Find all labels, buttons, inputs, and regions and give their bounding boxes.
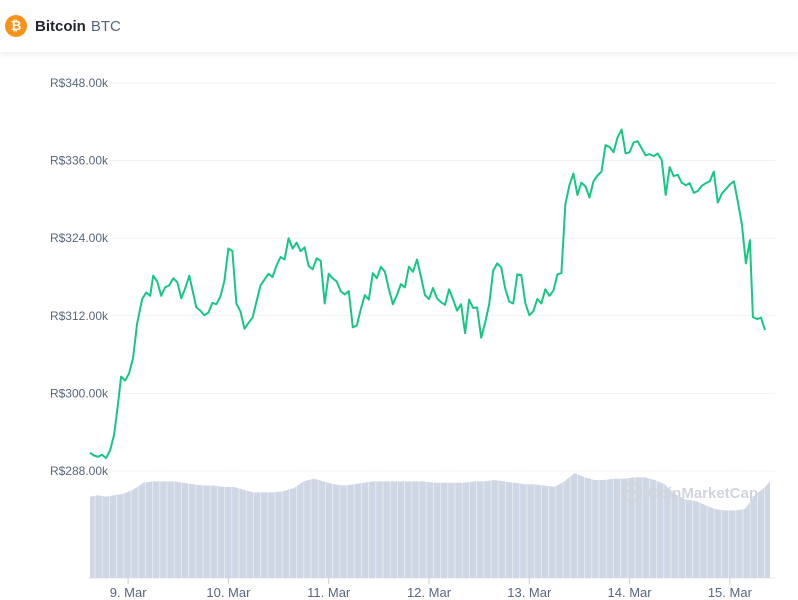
x-tick-label: 15. Mar: [708, 585, 753, 600]
x-tick-label: 12. Mar: [407, 585, 452, 600]
x-tick-label: 14. Mar: [608, 585, 653, 600]
volume-fill: [90, 473, 770, 578]
x-tick-label: 10. Mar: [206, 585, 251, 600]
y-axis: R$348.00k R$336.00k R$324.00k R$312.00k R$30…: [50, 76, 109, 478]
y-tick-label: R$324.00k: [50, 231, 109, 245]
y-tick-label: R$288.00k: [50, 464, 109, 478]
x-tick-label: 9. Mar: [110, 585, 148, 600]
price-series-line: [89, 128, 766, 460]
coin-header: ₿ Bitcoin BTC: [0, 0, 798, 52]
x-tick-label: 11. Mar: [307, 585, 351, 600]
price-chart[interactable]: CoinMarketCap R$348.00k R$336.00k R$324.00…: [0, 52, 798, 600]
y-tick-label: R$336.00k: [50, 154, 109, 168]
y-tick-label: R$300.00k: [50, 386, 109, 400]
x-tick-label: 13. Mar: [507, 585, 552, 600]
coinmarketcap-logo-icon: [621, 481, 643, 503]
coinmarketcap-watermark: CoinMarketCap: [621, 481, 758, 503]
price-line: [89, 128, 766, 460]
bitcoin-icon: ₿: [5, 15, 27, 37]
coin-name: Bitcoin: [35, 17, 86, 35]
volume-area: [90, 440, 770, 578]
y-tick-label: R$312.00k: [50, 309, 109, 323]
y-tick-label: R$348.00k: [50, 76, 109, 90]
watermark-text: CoinMarketCap: [648, 485, 758, 502]
coin-symbol: BTC: [90, 17, 121, 35]
x-axis: 9. Mar 10. Mar 11. Mar 12. Mar 13. Mar 14. Ma…: [110, 578, 753, 600]
price-chart-svg: CoinMarketCap R$348.00k R$336.00k R$324.00…: [50, 76, 775, 600]
